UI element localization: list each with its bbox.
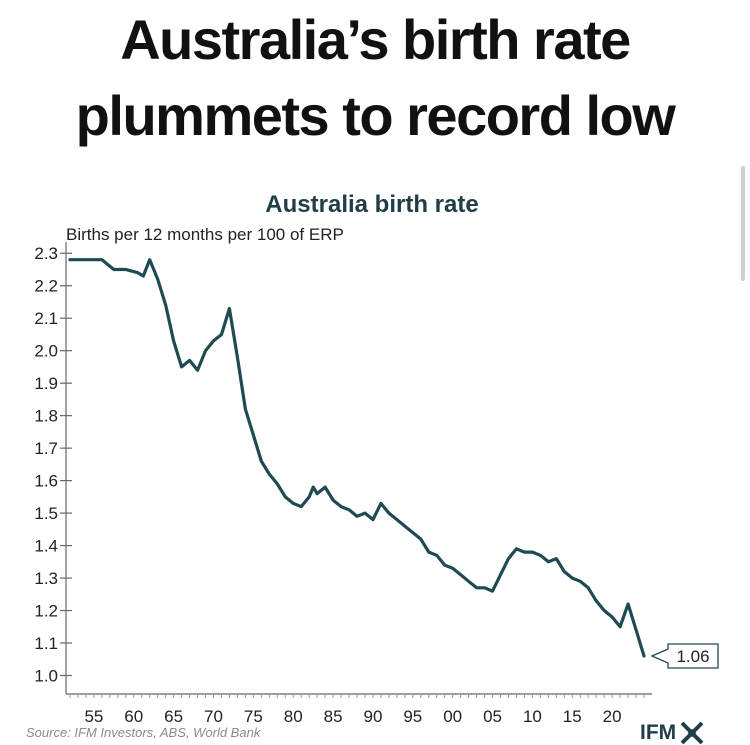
x-tick-label: 95: [403, 707, 422, 725]
x-tick-label: 85: [324, 707, 343, 725]
y-tick-label: 2.1: [34, 309, 58, 328]
brand: IFM: [640, 721, 704, 745]
headline-line-1: Australia’s birth rate: [120, 8, 631, 71]
x-tick-label: 20: [603, 707, 622, 725]
y-tick-label: 1.3: [34, 569, 58, 588]
y-tick-label: 1.1: [34, 634, 58, 653]
y-axis: 1.0 1.1 1.2 1.3 1.4 1.5 1.6 1.7 1.8 1.9 2.0 2.1 2.2 2…: [34, 242, 72, 694]
y-tick-label: 1.5: [34, 504, 58, 523]
x-axis: 55 60 65 70 75 80 85 90 95 00 05 10 15 20: [66, 693, 652, 725]
brand-name: IFM: [640, 721, 677, 744]
x-tick-label: 10: [523, 707, 542, 725]
y-tick-label: 1.8: [34, 407, 58, 426]
x-tick-label: 55: [84, 707, 103, 725]
y-tick-label: 2.2: [34, 277, 58, 296]
birth-rate-chart: Australia birth rate Births per 12 month…: [34, 191, 719, 725]
chart-y-axis-label: Births per 12 months per 100 of ERP: [66, 225, 344, 244]
headline: Australia’s birth rate plummets to recor…: [0, 2, 750, 154]
headline-line-2: plummets to record low: [75, 84, 676, 147]
x-tick-label: 00: [443, 707, 462, 725]
y-tick-label: 1.4: [34, 537, 58, 556]
scrollbar-thumb[interactable]: [741, 166, 745, 281]
annotation-label: 1.06: [676, 647, 709, 666]
series-line-0: [68, 258, 646, 658]
x-tick-label: 70: [204, 707, 223, 725]
y-tick-label: 1.2: [34, 602, 58, 621]
x-tick-label: 65: [164, 707, 183, 725]
x-tick-label: 75: [244, 707, 263, 725]
y-tick-label: 2.3: [34, 244, 58, 263]
x-tick-label: 60: [124, 707, 143, 725]
y-tick-label: 1.6: [34, 472, 58, 491]
x-tick-label: 80: [284, 707, 303, 725]
annotation-callout: [650, 643, 719, 669]
x-tick-label: 15: [563, 707, 582, 725]
source-note: Source: IFM Investors, ABS, World Bank: [26, 725, 261, 740]
y-tick-label: 2.0: [34, 342, 58, 361]
series-group: [68, 258, 646, 658]
y-tick-label: 1.9: [34, 374, 58, 393]
x-tick-label: 05: [483, 707, 502, 725]
y-tick-label: 1.7: [34, 439, 58, 458]
annotation-group: 1.06: [650, 643, 719, 669]
chart-title: Australia birth rate: [265, 191, 478, 218]
x-tick-label: 90: [363, 707, 382, 725]
y-tick-label: 1.0: [34, 667, 58, 686]
ifm-logo-icon: [680, 721, 704, 745]
